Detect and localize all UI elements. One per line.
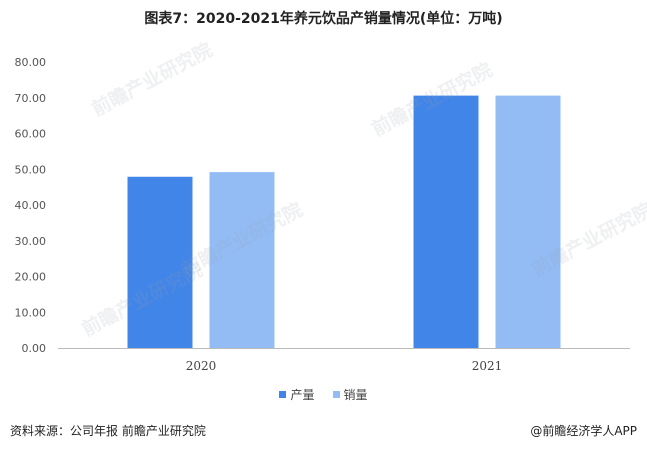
y-tick-label: 70.00 <box>15 92 47 105</box>
brand-credit: @前瞻经济学人APP <box>530 422 637 439</box>
legend-swatch-production <box>279 391 287 398</box>
x-tick-label: 2021 <box>472 359 503 373</box>
legend-label-production: 产量 <box>290 388 315 402</box>
legend-label-sales: 销量 <box>343 388 368 402</box>
brand-text: @前瞻经济学人APP <box>530 423 637 438</box>
bar-production-2020 <box>127 176 193 348</box>
x-tick-label: 2020 <box>186 359 217 373</box>
legend-item-sales: 销量 <box>332 386 368 403</box>
y-tick-label: 60.00 <box>15 128 47 141</box>
y-tick-label: 10.00 <box>15 306 47 319</box>
source-text: 资料来源：公司年报 前瞻产业研究院 <box>10 423 206 438</box>
x-axis: 2020 2021 <box>186 359 503 373</box>
legend-swatch-sales <box>332 391 340 398</box>
bars <box>127 95 561 348</box>
y-tick-label: 20.00 <box>15 271 47 284</box>
bar-production-2021 <box>413 95 479 348</box>
y-axis: 0.00 10.00 20.00 30.00 40.00 50.00 60.00 70.00 8… <box>15 56 47 355</box>
bar-sales-2020 <box>209 172 275 348</box>
bar-sales-2021 <box>495 95 561 348</box>
y-tick-label: 80.00 <box>15 56 47 69</box>
legend: 产量 销量 <box>0 386 647 403</box>
legend-item-production: 产量 <box>279 386 315 403</box>
chart-title: 图表7：2020-2021年养元饮品产销量情况(单位：万吨) <box>144 11 503 27</box>
y-tick-label: 30.00 <box>15 235 47 248</box>
footer: 资料来源：公司年报 前瞻产业研究院 @前瞻经济学人APP <box>10 420 637 440</box>
y-tick-label: 0.00 <box>22 342 47 355</box>
y-tick-label: 50.00 <box>15 163 47 176</box>
y-tick-label: 40.00 <box>15 199 47 212</box>
